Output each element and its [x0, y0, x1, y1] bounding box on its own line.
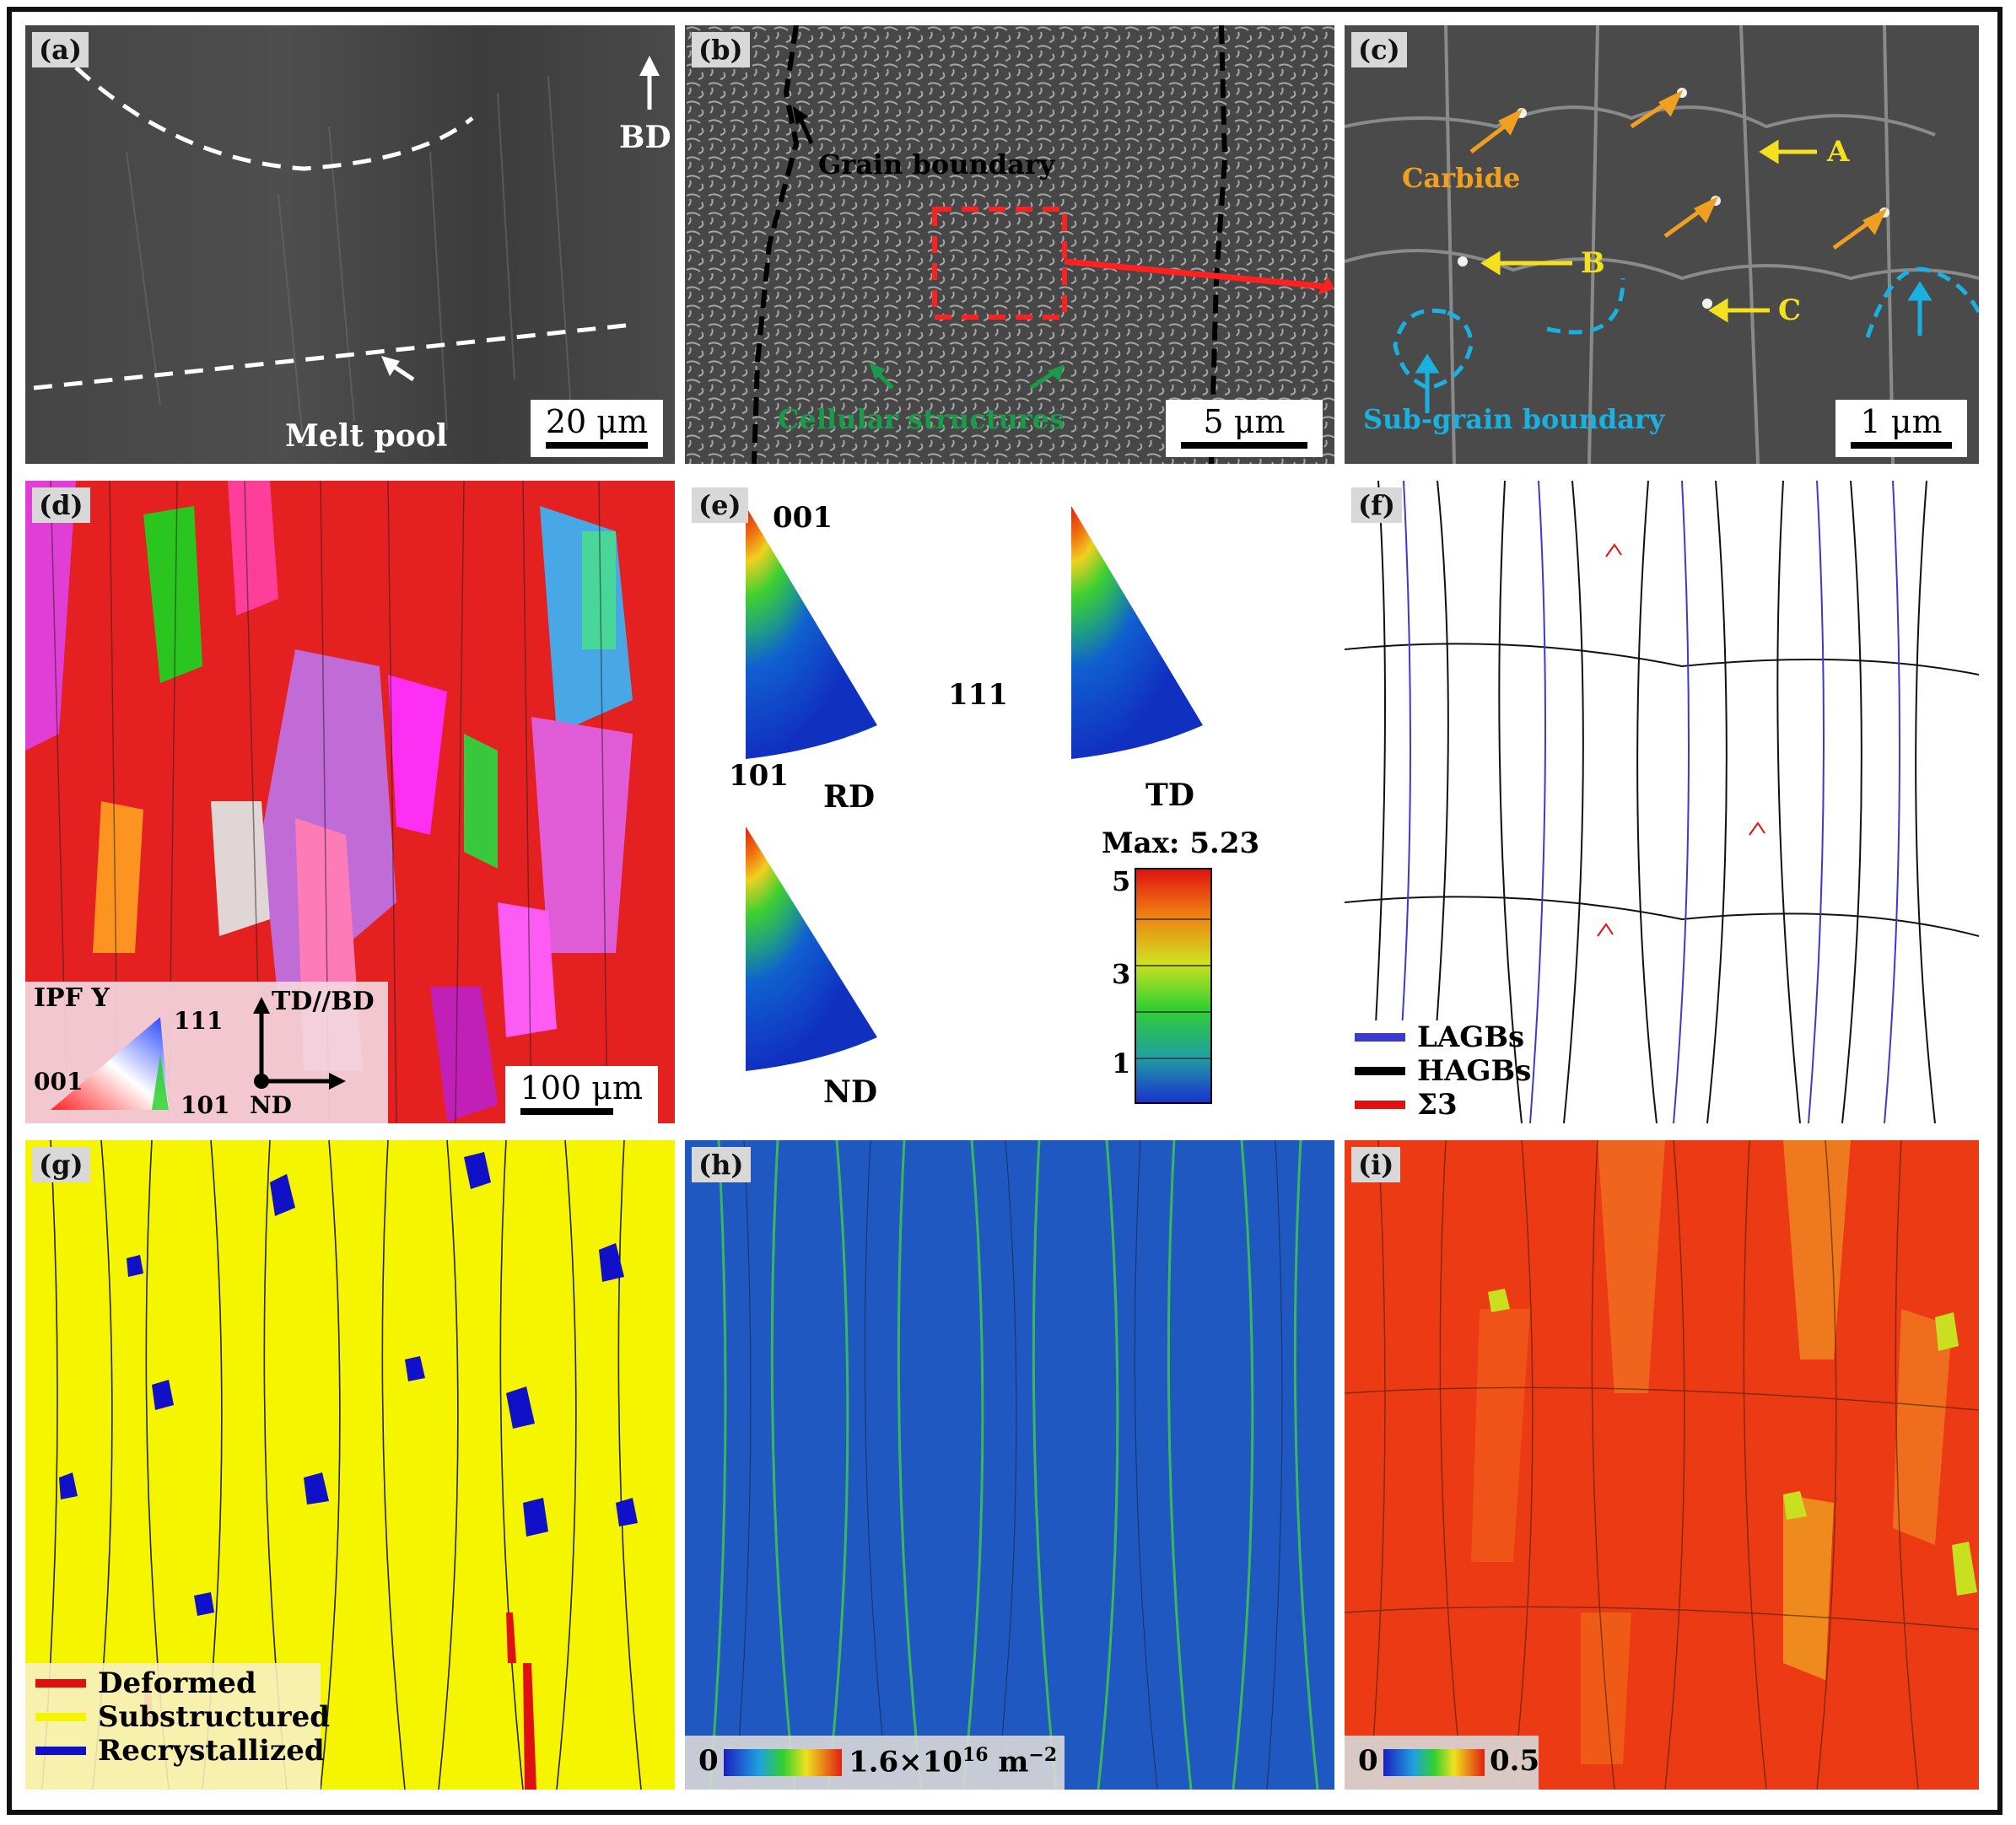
ipf-001-label: 001 — [34, 1068, 84, 1096]
panel-e-label: (e) — [692, 487, 748, 523]
ipf-111-label: 111 — [174, 1007, 224, 1035]
ipf-101-label: 101 — [181, 1091, 230, 1119]
panel-e: (e) 001 111 101 RD TD ND Max: 5.23 5 3 1 — [685, 481, 1334, 1123]
panel-a-scalebar: 20 μm — [530, 400, 663, 457]
gnd-max-exponent: 16 — [962, 1744, 989, 1766]
g-legend-label: Recrystallized — [98, 1734, 325, 1768]
carbide-label: Carbide — [1402, 162, 1521, 194]
kam-min-label: 0 — [1358, 1744, 1378, 1778]
point-c-label: C — [1778, 293, 1802, 327]
nd-label: ND — [250, 1091, 292, 1119]
panel-c: (c) Carbide A B C Sub-grain boundary 1 μ… — [1345, 25, 1979, 464]
panel-a-label: (a) — [32, 32, 89, 67]
panel-b-scale-text: 5 μm — [1203, 403, 1286, 440]
panel-f-label: (f) — [1351, 487, 1403, 523]
gnd-unit: m — [988, 1745, 1029, 1779]
panel-d: (d) IPF Y 111 001 101 TD//BD ND 100 μm — [25, 481, 675, 1123]
gnd-max-mantissa: 1.6×10 — [849, 1745, 962, 1779]
pf-max-label: Max: 5.23 — [1102, 826, 1260, 860]
panel-g-legend: Deformed Substructured Recrystallized — [35, 1666, 330, 1768]
g-legend-label: Deformed — [98, 1666, 256, 1700]
pf-nd-label: ND — [823, 1074, 878, 1110]
kam-max-label: 0.5 — [1490, 1744, 1540, 1778]
point-a-label: A — [1827, 135, 1850, 169]
panel-g: (g) Deformed Substructured Recrystallized — [25, 1140, 675, 1790]
grain-boundary-label: Grain boundary — [818, 148, 1055, 180]
ipf-y-label: IPF Y — [34, 983, 110, 1013]
panel-c-scale-text: 1 μm — [1860, 403, 1943, 440]
pf-001-label: 001 — [773, 501, 833, 535]
g-legend-label: Substructured — [98, 1700, 330, 1734]
g-legend-swatch — [35, 1679, 86, 1688]
pf-101-label: 101 — [729, 759, 789, 793]
panel-h: (h) 0 1.6×1016 m−2 — [685, 1140, 1334, 1790]
gnd-max-label: 1.6×1016 m−2 — [849, 1744, 1057, 1779]
f-legend-item: LAGBs — [1355, 1020, 1531, 1054]
gnd-unit-exponent: −2 — [1028, 1744, 1058, 1766]
cbar-tick-5: 5 — [1112, 865, 1131, 897]
panel-b-scalebar: 5 μm — [1166, 400, 1323, 457]
g-legend-item: Recrystallized — [35, 1734, 330, 1768]
panel-f-legend: LAGBs HAGBs Σ3 — [1355, 1020, 1531, 1122]
panel-b-image — [685, 25, 1334, 464]
panel-g-label: (g) — [32, 1147, 90, 1182]
panel-a-image — [33, 56, 660, 448]
panel-h-label: (h) — [692, 1147, 751, 1182]
panel-c-scalebar: 1 μm — [1835, 400, 1967, 457]
cbar-tick-1: 1 — [1112, 1047, 1131, 1079]
panel-i-kam-map — [1345, 1140, 1979, 1790]
bd-label: BD — [619, 120, 671, 155]
f-legend-item: Σ3 — [1355, 1088, 1531, 1122]
pf-111-label: 111 — [948, 678, 1008, 712]
panel-d-scale-text: 100 μm — [520, 1069, 643, 1106]
f-legend-label: LAGBs — [1417, 1020, 1525, 1054]
f-legend-swatch — [1355, 1101, 1405, 1109]
cellular-structures-label: Cellular structures — [778, 403, 1065, 435]
panel-b: (b) Grain boundary Cellular structures 5… — [685, 25, 1334, 464]
panel-h-gnd-map — [685, 1140, 1319, 1790]
cbar-tick-3: 3 — [1112, 958, 1131, 990]
panel-i: (i) 0 0.5 — [1345, 1140, 1979, 1790]
f-legend-label: Σ3 — [1417, 1088, 1458, 1122]
pf-rd-label: RD — [823, 779, 876, 815]
g-legend-item: Deformed — [35, 1666, 330, 1700]
panel-c-image — [1345, 25, 1979, 464]
td-bd-label: TD//BD — [272, 987, 375, 1016]
f-legend-item: HAGBs — [1355, 1054, 1531, 1088]
gnd-min-label: 0 — [698, 1744, 719, 1778]
panel-d-ebsd-map — [25, 481, 633, 1123]
f-legend-label: HAGBs — [1417, 1054, 1532, 1088]
pf-td-label: TD — [1145, 778, 1195, 813]
f-legend-swatch — [1355, 1067, 1405, 1075]
panel-e-pole-figures — [746, 506, 1212, 1104]
panel-i-label: (i) — [1351, 1147, 1401, 1182]
panel-d-label: (d) — [32, 487, 90, 523]
g-legend-swatch — [35, 1747, 86, 1755]
melt-pool-label: Melt pool — [285, 418, 448, 454]
panel-f: (f) LAGBs HAGBs Σ3 — [1345, 481, 1979, 1123]
f-legend-swatch — [1355, 1033, 1405, 1042]
panel-d-scalebar: 100 μm — [504, 1066, 658, 1123]
panel-a: (a) BD Melt pool 20 μm — [25, 25, 675, 464]
panel-b-label: (b) — [692, 32, 750, 67]
panel-a-scale-text: 20 μm — [545, 403, 648, 440]
g-legend-item: Substructured — [35, 1700, 330, 1734]
panel-c-label: (c) — [1351, 32, 1407, 67]
sub-grain-boundary-label: Sub-grain boundary — [1363, 403, 1665, 435]
figure-frame — [7, 7, 2003, 1815]
point-b-label: B — [1581, 246, 1605, 280]
g-legend-swatch — [35, 1713, 86, 1721]
